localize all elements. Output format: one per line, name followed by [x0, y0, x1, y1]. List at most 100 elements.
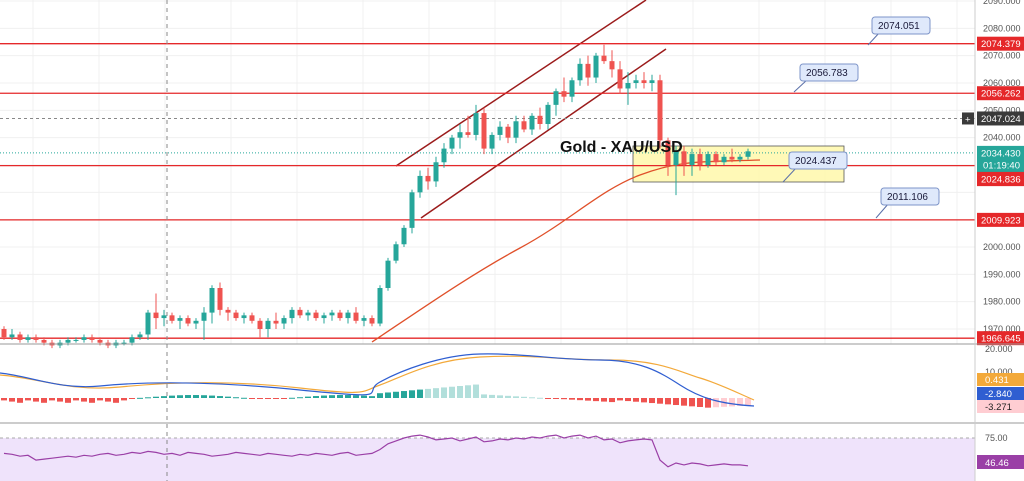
candle-body: [721, 156, 727, 163]
candle-body: [601, 55, 607, 62]
callout-2056-label: 2056.783: [806, 68, 848, 79]
macd-bar: [385, 392, 391, 398]
price-tick-label: 2070.000: [983, 51, 1021, 61]
candle-body: [65, 339, 71, 343]
candle-body: [473, 113, 479, 135]
candle-body: [561, 91, 567, 97]
candle-body: [353, 312, 359, 321]
macd-bar: [641, 398, 647, 403]
macd-bar: [729, 398, 735, 407]
macd-bar: [481, 394, 487, 398]
rsi-band: [0, 438, 975, 481]
macd-bar: [353, 395, 359, 398]
candle-body: [657, 80, 663, 141]
callout-2011-box: [880, 187, 940, 206]
callout-2024-label: 2024.437: [795, 156, 837, 167]
macd-bar: [561, 398, 567, 400]
candle-body: [521, 121, 527, 130]
macd-bar: [1, 398, 7, 401]
macd-bar: [209, 395, 215, 398]
macd-bar: [569, 398, 575, 400]
crosshair-level-tag: [977, 111, 1024, 126]
macd-bar: [553, 398, 559, 399]
macd-bar: [673, 398, 679, 406]
level-2009-tag-label: 2009.923: [981, 215, 1021, 226]
add-level-button[interactable]: [962, 112, 974, 125]
candle-body: [201, 312, 207, 321]
candle-body: [297, 309, 303, 316]
macd-bar: [617, 398, 623, 401]
level-2074-tag: [977, 36, 1024, 51]
candle-body: [745, 151, 751, 157]
candle-body: [553, 91, 559, 105]
candle-body: [625, 83, 631, 89]
candle-body: [321, 315, 327, 319]
macd-bar: [49, 398, 55, 401]
candle-body: [409, 192, 415, 228]
price-tick-label: 2000.000: [983, 242, 1021, 252]
candle-body: [585, 63, 591, 78]
macd-bar: [233, 397, 239, 399]
macd-bar: [41, 398, 47, 403]
macd-bar: [81, 398, 87, 402]
macd-bar: [145, 397, 151, 399]
macd-bar: [241, 397, 247, 399]
macd-value-tag: [977, 373, 1024, 386]
macd-bar: [737, 398, 743, 406]
candle-body: [33, 337, 39, 340]
candle-body: [17, 334, 23, 340]
callout-2074-label: 2074.051: [878, 21, 920, 32]
macd-bar: [657, 398, 663, 404]
candle-body: [377, 288, 383, 324]
macd-bar: [697, 398, 703, 407]
candle-body: [713, 154, 719, 163]
macd-bar: [57, 398, 63, 402]
macd-bar: [185, 395, 191, 398]
plus-icon: +: [965, 114, 971, 125]
macd-axis-label: 20.000: [985, 344, 1013, 354]
candle-body: [257, 320, 263, 329]
macd-bar: [585, 398, 591, 401]
macd-bar: [745, 398, 751, 406]
macd-bar: [25, 398, 31, 401]
rsi-axis-label: 75.00: [985, 433, 1008, 443]
price-tick-label: 2060.000: [983, 78, 1021, 88]
candle-body: [169, 315, 175, 321]
macd-bar: [625, 398, 631, 402]
price-axis: 1970.000 1980.000 1990.000 2000.000 2040.000…: [962, 0, 1024, 346]
macd-bar: [257, 398, 263, 399]
candle-body: [289, 309, 295, 319]
macd-bar: [129, 398, 135, 399]
macd-bar: [169, 395, 175, 398]
candle-body: [89, 337, 95, 340]
level-1966-tag-label: 1966.645: [981, 334, 1021, 345]
macd-bar: [513, 396, 519, 398]
rsi-value-label: 46.46: [985, 458, 1009, 469]
candle-body: [729, 156, 735, 160]
macd-bar: [545, 398, 551, 399]
moving-average-line: [371, 159, 761, 343]
candle-body: [193, 320, 199, 324]
channel-lower-line: [420, 48, 667, 219]
candle-body: [385, 260, 391, 288]
macd-bar: [217, 396, 223, 398]
candle-body: [545, 104, 551, 124]
candlestick-series: [1, 44, 751, 349]
candle-body: [433, 162, 439, 182]
candle-body: [217, 288, 223, 310]
candle-body: [489, 134, 495, 149]
candle-body: [233, 312, 239, 319]
candle-body: [665, 140, 671, 165]
macd-pane: [0, 343, 1024, 408]
ma-value-label: 2024.836: [981, 175, 1021, 186]
macd-bar: [713, 398, 719, 408]
candle-body: [241, 315, 247, 319]
macd-signal-line: [0, 355, 755, 401]
candle-body: [121, 342, 127, 344]
macd-bar: [177, 395, 183, 398]
macd-bar: [313, 396, 319, 398]
candle-body: [497, 126, 503, 135]
macd-bar: [193, 395, 199, 398]
macd-bar: [489, 394, 495, 398]
macd-axis-label: -3.271: [985, 402, 1012, 413]
